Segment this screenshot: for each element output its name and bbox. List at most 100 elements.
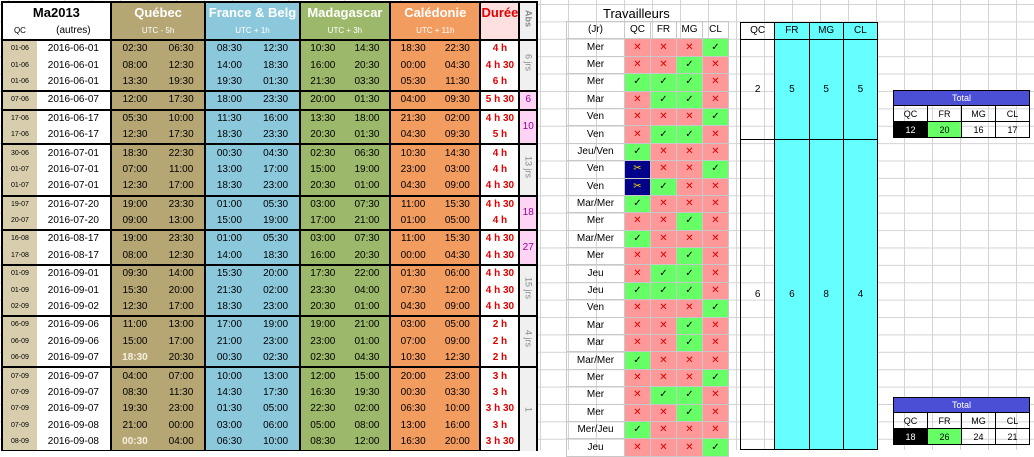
madagascar-start-cell[interactable]: 20:30 — [298, 178, 345, 196]
date-cell[interactable]: 2016-07-01 — [36, 143, 111, 162]
france-end-cell[interactable]: 13:00 — [252, 366, 300, 385]
check-icon[interactable]: ✓ — [650, 90, 677, 109]
cross-icon[interactable]: ✕ — [676, 160, 703, 179]
total-value[interactable]: 17 — [995, 121, 1030, 138]
check-icon[interactable]: ✓ — [676, 55, 703, 75]
duree-cell[interactable]: 4 h 30 — [479, 247, 520, 266]
cross-icon[interactable]: ✕ — [702, 281, 729, 301]
quebec-end-cell[interactable]: 17:00 — [158, 333, 206, 351]
date-cell[interactable]: 2016-08-17 — [36, 229, 111, 248]
caledonie-end-cell[interactable]: 16:00 — [435, 417, 481, 434]
madagascar-end-cell[interactable]: 21:00 — [344, 315, 391, 334]
madagascar-end-cell[interactable]: 04:00 — [344, 282, 391, 299]
madagascar-start-cell[interactable]: 08:30 — [298, 433, 345, 452]
count-value[interactable]: 2 — [739, 39, 776, 140]
check-icon[interactable]: ✓ — [650, 281, 677, 301]
quebec-end-cell[interactable]: 22:30 — [158, 143, 206, 162]
cross-icon[interactable]: ✕ — [702, 351, 729, 370]
check-icon[interactable]: ✓ — [676, 281, 703, 301]
duree-cell[interactable]: 4 h 30 — [479, 229, 520, 248]
check-icon[interactable]: ✓ — [624, 142, 651, 162]
qc-date-cell[interactable]: 07-09 — [1, 417, 37, 434]
france-end-cell[interactable]: 12:30 — [252, 38, 300, 58]
france-end-cell[interactable]: 17:00 — [252, 161, 300, 179]
france-start-cell[interactable]: 14:00 — [204, 247, 253, 266]
quebec-end-cell[interactable]: 00:00 — [158, 417, 206, 434]
qc-date-cell[interactable]: 30-06 — [1, 143, 37, 162]
madagascar-start-cell[interactable]: 17:00 — [298, 212, 345, 231]
quebec-start-cell[interactable]: 12:00 — [109, 90, 159, 110]
quebec-start-cell[interactable]: 19:30 — [109, 401, 159, 418]
duree-cell[interactable]: 4 h 30 — [479, 57, 520, 74]
date-cell[interactable]: 2016-06-07 — [36, 90, 111, 110]
caledonie-end-cell[interactable]: 09:00 — [435, 178, 481, 196]
madagascar-end-cell[interactable]: 01:00 — [344, 178, 391, 196]
quebec-start-cell[interactable]: 02:30 — [109, 38, 159, 58]
france-start-cell[interactable]: 13:00 — [204, 161, 253, 179]
france-end-cell[interactable]: 23:00 — [252, 298, 300, 317]
duree-cell[interactable]: 5 h — [479, 126, 520, 145]
france-end-cell[interactable]: 10:00 — [252, 433, 300, 452]
check-icon[interactable]: ✓ — [702, 368, 729, 388]
caledonie-start-cell[interactable]: 11:00 — [389, 194, 436, 213]
quebec-end-cell[interactable]: 23:30 — [158, 194, 206, 213]
madagascar-end-cell[interactable]: 12:00 — [344, 433, 391, 452]
date-cell[interactable]: 2016-09-08 — [36, 417, 111, 434]
check-icon[interactable]: ✓ — [624, 281, 651, 301]
cross-icon[interactable]: ✕ — [702, 177, 729, 196]
day-cell[interactable]: Mer — [566, 386, 625, 405]
check-icon[interactable]: ✓ — [650, 264, 677, 283]
day-cell[interactable]: Mer — [566, 247, 625, 266]
date-cell[interactable]: 2016-09-07 — [36, 384, 111, 402]
duree-cell[interactable]: 3 h — [479, 417, 520, 434]
cross-icon[interactable]: ✕ — [624, 334, 651, 353]
total-value[interactable]: 24 — [961, 428, 996, 445]
cross-icon[interactable]: ✕ — [676, 229, 703, 249]
france-start-cell[interactable]: 15:30 — [204, 264, 253, 283]
quebec-end-cell[interactable]: 06:30 — [158, 38, 206, 58]
cross-icon[interactable]: ✕ — [702, 194, 729, 214]
cross-icon[interactable]: ✕ — [702, 125, 729, 144]
quebec-start-cell[interactable]: 04:00 — [109, 366, 159, 385]
check-icon[interactable]: ✓ — [676, 334, 703, 353]
caledonie-end-cell[interactable]: 15:30 — [435, 194, 481, 213]
caledonie-start-cell[interactable]: 01:00 — [389, 212, 436, 231]
day-cell[interactable]: Mer — [566, 368, 625, 388]
day-cell[interactable]: Ven — [566, 177, 625, 196]
madagascar-start-cell[interactable]: 20:30 — [298, 126, 345, 145]
madagascar-start-cell[interactable]: 23:30 — [298, 282, 345, 299]
france-start-cell[interactable]: 01:00 — [204, 194, 253, 213]
cross-icon[interactable]: ✕ — [650, 229, 677, 249]
madagascar-end-cell[interactable]: 20:30 — [344, 247, 391, 266]
cross-icon[interactable]: ✕ — [624, 212, 651, 231]
day-cell[interactable]: Ven — [566, 160, 625, 179]
caledonie-start-cell[interactable]: 04:30 — [389, 178, 436, 196]
duree-cell[interactable]: 4 h — [479, 143, 520, 162]
cross-icon[interactable]: ✕ — [650, 420, 677, 440]
madagascar-end-cell[interactable]: 18:00 — [344, 108, 391, 127]
day-cell[interactable]: Mar/Mer — [566, 194, 625, 214]
day-cell[interactable]: Mar — [566, 334, 625, 353]
caledonie-end-cell[interactable]: 11:30 — [435, 73, 481, 92]
cross-icon[interactable]: ✕ — [650, 55, 677, 75]
france-start-cell[interactable]: 10:00 — [204, 366, 253, 385]
madagascar-end-cell[interactable]: 01:00 — [344, 333, 391, 351]
quebec-end-cell[interactable]: 19:30 — [158, 73, 206, 92]
date-cell[interactable]: 2016-09-02 — [36, 298, 111, 317]
quebec-start-cell[interactable]: 08:00 — [109, 57, 159, 74]
qc-date-cell[interactable]: 06-09 — [1, 350, 37, 368]
madagascar-end-cell[interactable]: 15:00 — [344, 366, 391, 385]
qc-date-cell[interactable]: 01-06 — [1, 57, 37, 74]
cross-icon[interactable]: ✕ — [676, 438, 703, 457]
count-value[interactable]: 8 — [808, 139, 844, 450]
check-icon[interactable]: ✓ — [676, 90, 703, 109]
date-cell[interactable]: 2016-08-17 — [36, 247, 111, 266]
cross-icon[interactable]: ✕ — [650, 316, 677, 336]
qc-date-cell[interactable]: 01-06 — [1, 73, 37, 92]
check-icon[interactable]: ✓ — [650, 73, 677, 92]
caledonie-start-cell[interactable]: 04:30 — [389, 298, 436, 317]
check-icon[interactable]: ✓ — [624, 229, 651, 249]
cross-icon[interactable]: ✕ — [676, 194, 703, 214]
check-icon[interactable]: ✓ — [676, 316, 703, 336]
madagascar-end-cell[interactable]: 08:00 — [344, 417, 391, 434]
